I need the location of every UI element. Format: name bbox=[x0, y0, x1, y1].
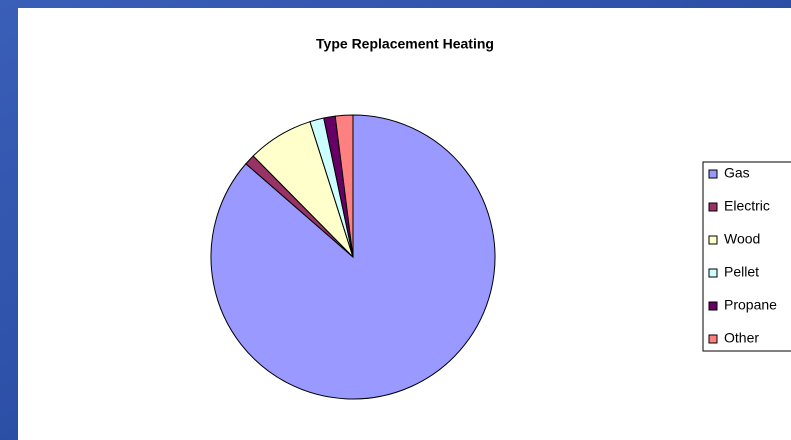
legend-swatch bbox=[708, 301, 718, 311]
legend-swatch bbox=[708, 268, 718, 278]
pie-slice bbox=[334, 114, 354, 258]
chart-title: Type Replacement Heating bbox=[316, 36, 494, 52]
legend-swatch bbox=[708, 235, 718, 245]
legend bbox=[702, 161, 791, 352]
legend-label: Wood bbox=[724, 231, 760, 247]
legend-label: Pellet bbox=[724, 264, 759, 280]
legend-label: Gas bbox=[724, 165, 750, 181]
legend-label: Propane bbox=[724, 297, 777, 313]
legend-swatch bbox=[708, 334, 718, 344]
legend-label: Electric bbox=[724, 198, 770, 214]
legend-swatch bbox=[708, 169, 718, 179]
legend-swatch bbox=[708, 202, 718, 212]
legend-label: Other bbox=[724, 330, 759, 346]
